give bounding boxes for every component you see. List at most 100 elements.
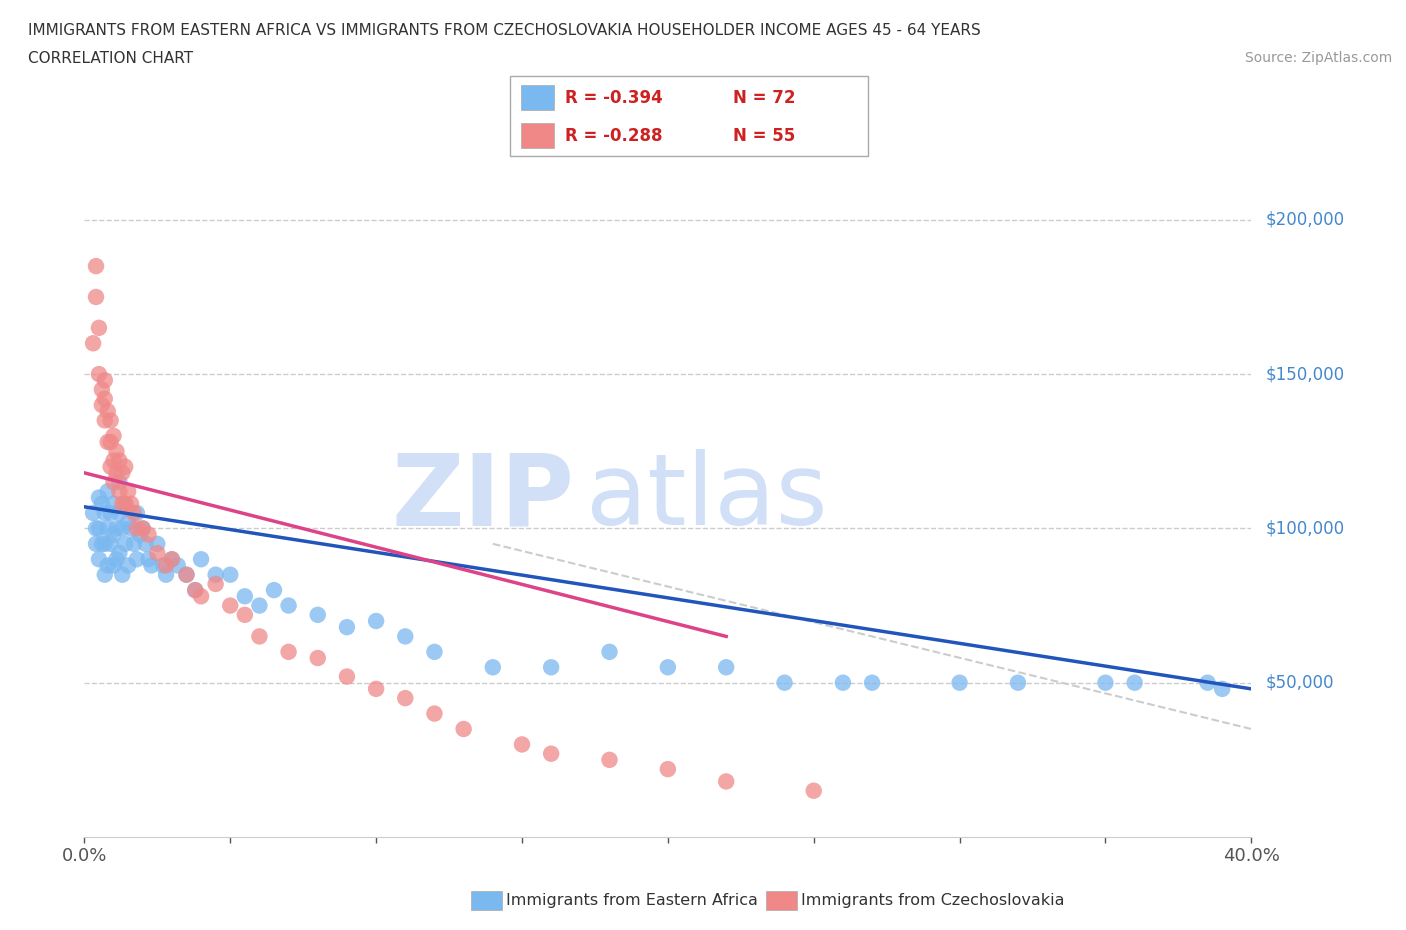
FancyBboxPatch shape (520, 123, 554, 148)
Point (190, 551, 212, 566)
Point (453, 722, 475, 737)
Point (160, 551, 183, 566)
Point (105, 521, 128, 536)
Point (114, 459, 136, 474)
Point (481, 660, 505, 675)
Point (132, 521, 155, 536)
Point (84, 537, 107, 551)
Text: $50,000: $50,000 (1265, 673, 1334, 692)
Point (103, 474, 125, 489)
Point (307, 651, 329, 666)
Point (184, 583, 207, 598)
Point (219, 598, 242, 613)
Point (336, 669, 359, 684)
Point (307, 607, 329, 622)
Point (122, 506, 145, 521)
Point (97, 434, 120, 449)
Point (247, 629, 270, 644)
Text: Immigrants from Eastern Africa: Immigrants from Eastern Africa (506, 893, 758, 908)
Point (176, 567, 198, 582)
Point (84, 289, 107, 304)
Point (125, 506, 148, 521)
Point (105, 465, 128, 480)
Point (125, 521, 148, 536)
Point (1123, 675, 1146, 690)
Point (277, 598, 299, 613)
Point (394, 691, 416, 706)
Point (90, 397, 112, 412)
Point (599, 644, 621, 659)
Point (105, 444, 128, 458)
Point (94, 567, 117, 582)
Point (247, 598, 270, 613)
Point (1094, 675, 1116, 690)
Point (152, 558, 174, 573)
Text: $150,000: $150,000 (1265, 365, 1344, 383)
Point (141, 558, 163, 573)
Point (948, 675, 970, 690)
Point (103, 429, 125, 444)
Point (108, 506, 131, 521)
Point (1197, 675, 1219, 690)
Point (219, 567, 242, 582)
Point (108, 484, 131, 498)
Text: ZIP: ZIP (392, 449, 575, 546)
Point (128, 527, 150, 542)
Point (94, 413, 117, 428)
Point (100, 506, 122, 521)
Point (773, 675, 796, 690)
Point (233, 607, 256, 622)
Text: N = 72: N = 72 (733, 89, 796, 107)
Point (138, 551, 160, 566)
Point (714, 660, 737, 675)
Point (1211, 682, 1233, 697)
Point (122, 537, 145, 551)
Point (394, 629, 416, 644)
Point (94, 506, 117, 521)
Point (146, 537, 169, 551)
Point (204, 577, 226, 591)
Point (84, 521, 107, 536)
Point (714, 774, 737, 789)
Point (117, 558, 139, 573)
Point (114, 497, 136, 512)
Text: CORRELATION CHART: CORRELATION CHART (28, 51, 193, 66)
Point (90, 382, 112, 397)
Point (599, 752, 621, 767)
Point (155, 558, 177, 573)
Point (120, 521, 142, 536)
Point (90, 497, 112, 512)
Point (657, 660, 679, 675)
Point (832, 675, 855, 690)
Point (103, 558, 125, 573)
Point (82, 506, 104, 521)
Text: R = -0.394: R = -0.394 (565, 89, 662, 107)
Point (1007, 675, 1029, 690)
Point (160, 551, 183, 566)
Point (87, 521, 110, 536)
Point (204, 567, 226, 582)
Point (233, 589, 256, 604)
Point (97, 558, 120, 573)
Point (103, 527, 125, 542)
Point (103, 453, 125, 468)
Point (97, 404, 120, 418)
Point (146, 546, 169, 561)
Point (117, 515, 139, 530)
Point (366, 614, 388, 629)
FancyBboxPatch shape (520, 86, 554, 111)
Point (117, 484, 139, 498)
Point (510, 737, 533, 751)
Point (277, 644, 299, 659)
Point (540, 660, 562, 675)
Point (366, 682, 388, 697)
Point (87, 551, 110, 566)
Point (114, 537, 136, 551)
Point (94, 373, 117, 388)
Point (114, 497, 136, 512)
Point (100, 413, 122, 428)
Point (108, 453, 131, 468)
Point (135, 537, 157, 551)
Text: Immigrants from Czechoslovakia: Immigrants from Czechoslovakia (801, 893, 1064, 908)
Point (125, 551, 148, 566)
